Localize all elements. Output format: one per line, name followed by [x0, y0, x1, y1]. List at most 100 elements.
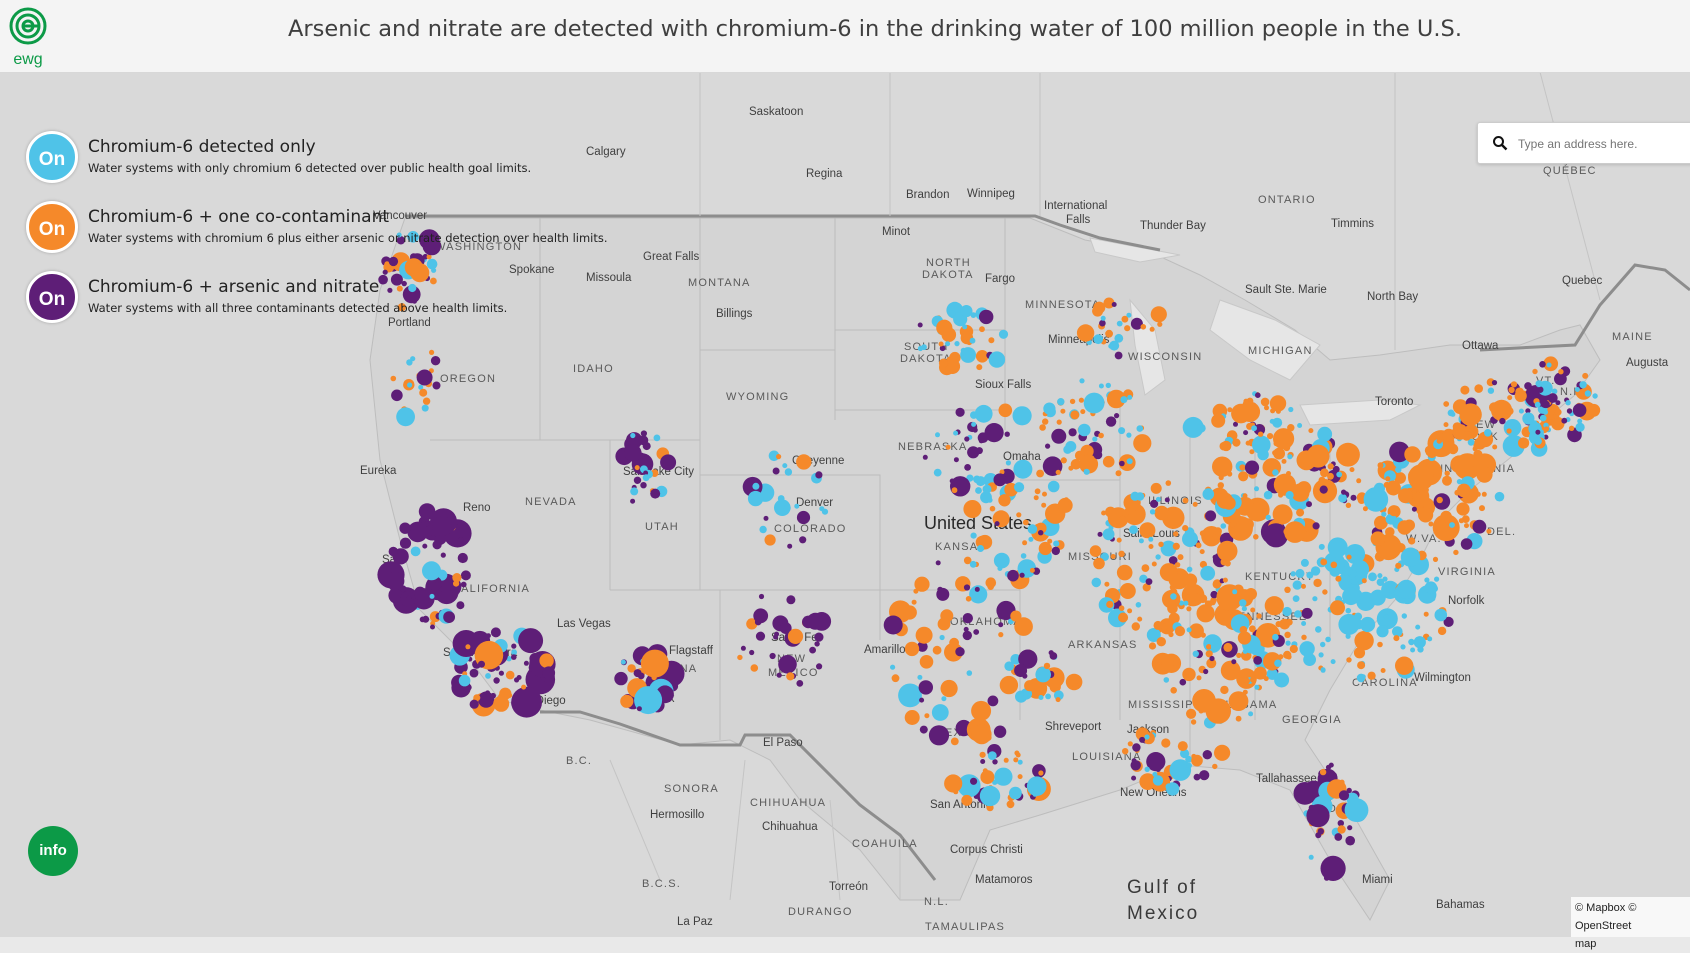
water-system-dot[interactable]	[949, 637, 959, 648]
water-system-dot[interactable]	[1092, 305, 1104, 317]
water-system-dot[interactable]	[1207, 721, 1213, 727]
water-system-dot[interactable]	[660, 454, 677, 471]
water-system-dot[interactable]	[1401, 613, 1408, 619]
water-system-dot[interactable]	[1351, 578, 1358, 585]
water-system-dot[interactable]	[1210, 643, 1217, 650]
water-system-dot[interactable]	[1070, 410, 1080, 420]
water-system-dot[interactable]	[396, 236, 406, 245]
water-system-dot[interactable]	[1007, 569, 1019, 582]
water-system-dot[interactable]	[999, 469, 1005, 475]
water-system-dot[interactable]	[973, 629, 980, 635]
water-system-dot[interactable]	[1099, 319, 1106, 327]
water-system-dot[interactable]	[1254, 486, 1259, 492]
water-system-dot[interactable]	[1119, 583, 1136, 599]
water-system-dot[interactable]	[430, 534, 436, 541]
water-system-dot[interactable]	[1301, 607, 1313, 619]
water-system-dot[interactable]	[814, 632, 824, 642]
water-system-dot[interactable]	[918, 680, 933, 695]
water-system-dot[interactable]	[1178, 600, 1184, 606]
water-system-dot[interactable]	[1114, 351, 1123, 360]
water-system-dot[interactable]	[1222, 577, 1228, 583]
water-system-dot[interactable]	[407, 382, 413, 388]
water-system-dot[interactable]	[1312, 522, 1320, 530]
water-system-dot[interactable]	[998, 494, 1011, 507]
water-system-dot[interactable]	[1388, 535, 1395, 542]
water-system-dot[interactable]	[1308, 428, 1314, 434]
water-system-dot[interactable]	[961, 794, 973, 806]
water-system-dot[interactable]	[1151, 652, 1174, 675]
water-system-dot[interactable]	[1269, 395, 1287, 412]
water-system-dot[interactable]	[1458, 518, 1464, 524]
water-system-dot[interactable]	[1041, 502, 1047, 508]
water-system-dot[interactable]	[402, 285, 421, 304]
water-system-dot[interactable]	[1377, 641, 1383, 648]
water-system-dot[interactable]	[1344, 798, 1369, 822]
water-system-dot[interactable]	[1205, 650, 1213, 658]
water-system-dot[interactable]	[1367, 671, 1376, 680]
water-system-dot[interactable]	[1223, 642, 1233, 652]
water-system-dot[interactable]	[1262, 508, 1268, 514]
water-system-dot[interactable]	[1070, 459, 1082, 470]
water-system-dot[interactable]	[1105, 416, 1117, 427]
water-system-dot[interactable]	[422, 561, 441, 581]
water-system-dot[interactable]	[1170, 687, 1177, 694]
water-system-dot[interactable]	[1263, 490, 1273, 500]
water-system-dot[interactable]	[1220, 685, 1229, 695]
water-system-dot[interactable]	[1334, 833, 1343, 841]
water-system-dot[interactable]	[911, 599, 917, 605]
water-system-dot[interactable]	[974, 404, 993, 423]
water-system-dot[interactable]	[776, 454, 782, 460]
water-system-dot[interactable]	[1341, 489, 1347, 495]
water-system-dot[interactable]	[787, 543, 793, 549]
water-system-dot[interactable]	[786, 595, 796, 605]
water-system-dot[interactable]	[1219, 441, 1229, 451]
water-system-dot[interactable]	[917, 322, 923, 328]
water-system-dot[interactable]	[1458, 505, 1464, 511]
water-system-dot[interactable]	[1474, 384, 1483, 393]
water-system-dot[interactable]	[1338, 613, 1360, 635]
water-system-dot[interactable]	[1015, 752, 1021, 758]
water-system-dot[interactable]	[1524, 382, 1532, 390]
water-system-dot[interactable]	[1349, 467, 1355, 473]
water-system-dot[interactable]	[1320, 667, 1326, 673]
water-system-dot[interactable]	[993, 552, 1010, 569]
water-system-dot[interactable]	[424, 521, 430, 527]
water-system-dot[interactable]	[928, 725, 950, 746]
water-system-dot[interactable]	[1253, 534, 1259, 540]
water-system-dot[interactable]	[1193, 773, 1201, 781]
water-system-dot[interactable]	[518, 628, 544, 654]
water-system-dot[interactable]	[936, 319, 953, 336]
water-system-dot[interactable]	[1318, 652, 1324, 658]
water-system-dot[interactable]	[982, 484, 992, 494]
water-system-dot[interactable]	[1150, 482, 1162, 494]
water-system-dot[interactable]	[493, 677, 500, 684]
water-system-dot[interactable]	[460, 570, 471, 581]
water-system-dot[interactable]	[951, 487, 958, 494]
water-system-dot[interactable]	[1404, 446, 1421, 463]
water-system-dot[interactable]	[1165, 480, 1172, 486]
water-system-dot[interactable]	[964, 436, 970, 442]
water-system-dot[interactable]	[1220, 660, 1241, 681]
water-system-dot[interactable]	[971, 724, 992, 745]
water-system-dot[interactable]	[1228, 431, 1234, 438]
water-system-dot[interactable]	[950, 737, 959, 746]
water-system-dot[interactable]	[890, 664, 896, 670]
water-system-dot[interactable]	[1269, 418, 1275, 424]
water-system-dot[interactable]	[1190, 593, 1203, 606]
water-system-dot[interactable]	[1539, 414, 1547, 422]
water-system-dot[interactable]	[1306, 501, 1312, 508]
water-system-dot[interactable]	[478, 691, 495, 708]
water-system-dot[interactable]	[1494, 491, 1505, 502]
water-system-dot[interactable]	[989, 505, 996, 512]
water-system-dot[interactable]	[620, 694, 634, 708]
water-system-dot[interactable]	[1536, 386, 1544, 394]
water-system-dot[interactable]	[1345, 835, 1355, 846]
water-system-dot[interactable]	[1127, 741, 1133, 747]
water-system-dot[interactable]	[1329, 566, 1341, 577]
water-system-dot[interactable]	[1584, 390, 1592, 397]
water-system-dot[interactable]	[1111, 302, 1117, 307]
water-system-dot[interactable]	[1222, 496, 1236, 510]
water-system-dot[interactable]	[1486, 528, 1492, 534]
water-system-dot[interactable]	[1091, 577, 1102, 588]
water-system-dot[interactable]	[758, 593, 765, 600]
